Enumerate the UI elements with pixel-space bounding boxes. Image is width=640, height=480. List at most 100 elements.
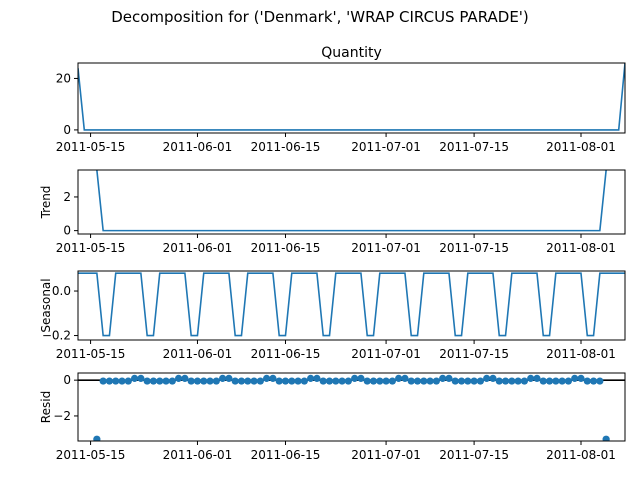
resid-point	[149, 377, 158, 385]
resid-point	[395, 374, 403, 382]
resid-point	[256, 377, 264, 385]
y-tick-label: −2	[53, 409, 71, 423]
resid-point	[476, 377, 484, 385]
panel-title: Quantity	[321, 45, 382, 61]
resid-point	[451, 377, 459, 385]
x-tick-label: 2011-08-01	[546, 347, 616, 361]
resid-point	[325, 377, 334, 385]
resid-point	[99, 377, 107, 385]
resid-point	[263, 374, 271, 382]
y-axis-label: Seasonal	[39, 278, 53, 332]
seasonal-line	[78, 272, 625, 337]
resid-point	[174, 374, 183, 382]
resid-point	[250, 377, 258, 385]
resid-point	[470, 377, 478, 385]
resid-point	[457, 377, 466, 385]
resid-point	[137, 374, 145, 382]
axes-frame	[77, 62, 626, 134]
resid-point	[344, 377, 352, 385]
resid-point	[527, 374, 535, 382]
resid-point	[413, 377, 422, 385]
resid-point	[464, 377, 472, 385]
resid-point	[596, 377, 604, 385]
resid-point	[483, 374, 491, 382]
resid-point	[420, 377, 428, 385]
y-tick-label: 0	[63, 123, 71, 137]
resid-point	[130, 374, 139, 382]
resid-point	[520, 377, 529, 385]
resid-point	[571, 374, 579, 382]
resid-point	[388, 377, 396, 385]
resid-point	[281, 377, 290, 385]
resid-point	[294, 377, 302, 385]
resid-point	[489, 374, 497, 382]
resid-point	[219, 374, 227, 382]
resid-point	[602, 435, 610, 441]
resid-point	[244, 377, 252, 385]
panel-4: Resid 0 −2 2011-05-15 2011-06-01 2011-06-15 20…	[39, 372, 626, 462]
resid-point	[545, 377, 554, 385]
resid-point	[269, 374, 277, 382]
resid-point	[577, 374, 585, 382]
x-tick-label: 2011-07-01	[351, 140, 421, 154]
y-axis-label: Resid	[39, 391, 53, 423]
resid-point	[118, 377, 126, 385]
resid-point	[93, 435, 101, 441]
x-tick-label: 2011-07-01	[351, 448, 421, 462]
y-tick-label: 2	[63, 190, 71, 204]
resid-point	[583, 377, 591, 385]
resid-point	[193, 377, 202, 385]
resid-point	[187, 377, 195, 385]
resid-point	[432, 377, 440, 385]
y-tick-label: −0.2	[42, 329, 71, 343]
resid-point	[558, 377, 566, 385]
x-tick-label: 2011-05-15	[56, 241, 126, 255]
x-tick-label: 2011-06-01	[163, 140, 233, 154]
resid-point	[363, 377, 371, 385]
x-tick-label: 2011-07-01	[351, 241, 421, 255]
x-tick-label: 2011-06-15	[251, 140, 321, 154]
x-tick-label: 2011-05-15	[56, 347, 126, 361]
plot-area	[78, 272, 625, 337]
resid-point	[514, 377, 522, 385]
resid-point	[357, 374, 365, 382]
resid-point	[206, 377, 214, 385]
x-tick-label: 2011-08-01	[546, 241, 616, 255]
x-tick-label: 2011-06-01	[163, 448, 233, 462]
resid-point	[501, 377, 510, 385]
resid-point	[200, 377, 208, 385]
x-tick-label: 2011-06-15	[251, 347, 321, 361]
resid-point	[445, 374, 453, 382]
resid-point	[351, 374, 359, 382]
resid-point	[426, 377, 434, 385]
resid-point	[564, 377, 573, 385]
resid-point	[552, 377, 560, 385]
resid-point	[231, 377, 239, 385]
x-tick-label: 2011-05-15	[56, 448, 126, 462]
resid-point	[143, 377, 151, 385]
resid-point	[495, 377, 503, 385]
plot-area	[78, 63, 625, 131]
x-tick-label: 2011-07-15	[439, 347, 509, 361]
axes-frame	[77, 169, 626, 235]
x-tick-label: 2011-07-15	[439, 241, 509, 255]
resid-point	[338, 377, 346, 385]
x-tick-label: 2011-06-15	[251, 241, 321, 255]
x-tick-label: 2011-05-15	[56, 140, 126, 154]
resid-point	[162, 377, 170, 385]
resid-point	[225, 374, 233, 382]
resid-point	[407, 377, 415, 385]
plot-area	[78, 374, 625, 441]
resid-point	[181, 374, 189, 382]
series-line	[78, 63, 625, 131]
figure-suptitle: Decomposition for ('Denmark', 'WRAP CIRC…	[111, 8, 529, 26]
resid-point	[319, 377, 327, 385]
x-tick-label: 2011-06-15	[251, 448, 321, 462]
resid-point	[439, 374, 447, 382]
resid-point	[156, 377, 164, 385]
resid-point	[369, 377, 378, 385]
resid-point	[105, 377, 114, 385]
y-tick-label: 0.0	[52, 284, 71, 298]
